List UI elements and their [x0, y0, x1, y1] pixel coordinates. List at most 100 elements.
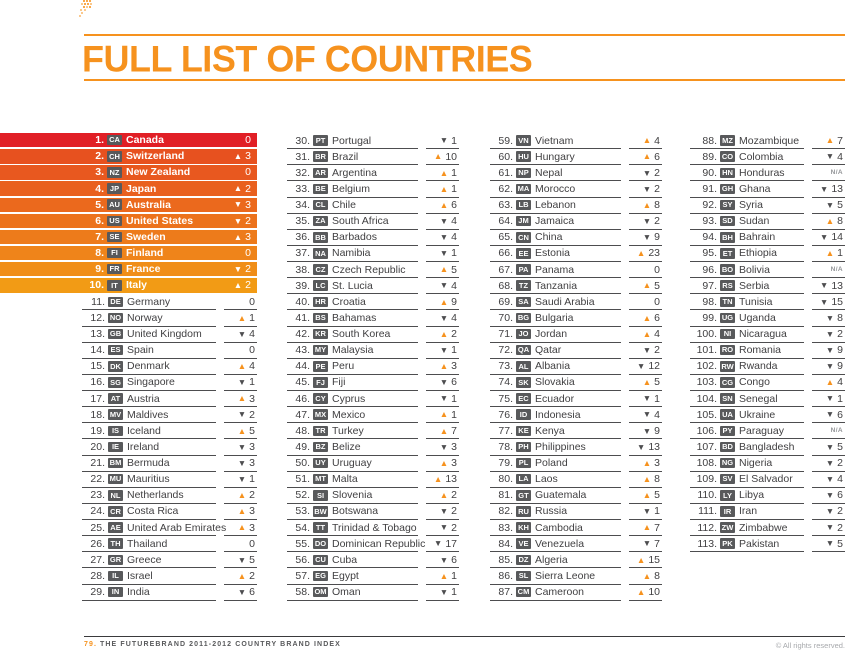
country-code-badge: MU [108, 473, 123, 485]
country-row: 30. PT Portugal ▼ 1 [287, 133, 459, 150]
country-row: 70. BG Bulgaria ▲ 6 [490, 310, 662, 327]
country-name: Sierra Leone [535, 569, 596, 582]
rank-up-icon: ▲ [233, 231, 243, 242]
rank-change-cell: ▲ 7 [426, 423, 459, 440]
rank-change-cell: N/A [812, 423, 845, 440]
rank-down-icon: ▼ [636, 361, 646, 372]
rank-number: 49. [295, 440, 310, 453]
country-row: 33. BE Belgium ▲ 1 [287, 181, 459, 198]
country-name: Tunisia [739, 295, 773, 308]
rank-down-icon: ▼ [825, 457, 835, 468]
country-code-badge: TZ [516, 280, 531, 291]
rank-change-value: 3 [245, 230, 251, 243]
rank-change-cell: ▲ 2 [426, 488, 459, 504]
country-name: Canada [126, 134, 164, 147]
rank-change-value: 1 [451, 586, 457, 599]
country-row: 55. DO Dominican Republic ▼ 17 [287, 536, 459, 553]
country-name: Fiji [332, 376, 346, 389]
rank-change-value: 5 [654, 489, 660, 502]
country-row: 3. NZ New Zealand 0 [0, 165, 257, 180]
rank-change-value: 1 [451, 408, 457, 421]
rank-change-cell: ▲ 3 [224, 230, 257, 244]
rank-change-value: 5 [654, 376, 660, 389]
country-row: 10. IT Italy ▲ 2 [0, 278, 257, 293]
futurebrand-dots-icon [79, 0, 92, 17]
country-code-badge: SN [720, 393, 735, 404]
rank-change-cell: ▲ 6 [426, 198, 459, 214]
country-code-badge: PE [313, 361, 328, 372]
country-code-badge: CY [313, 393, 328, 404]
country-name: Guatemala [535, 489, 587, 502]
rank-change-cell: ▼ 2 [629, 214, 662, 230]
rank-up-icon: ▲ [642, 199, 652, 210]
rank-number: 58. [295, 586, 310, 599]
country-cell: 57. EG Egypt [287, 568, 418, 585]
country-cell: 60. HU Hungary [490, 149, 621, 166]
country-row: 112. ZW Zimbabwe ▼ 2 [690, 520, 845, 537]
country-code-badge: KH [516, 522, 531, 533]
rank-number: 41. [295, 311, 310, 324]
rank-number: 75. [498, 392, 513, 405]
country-code-badge: LY [720, 490, 735, 501]
country-code-badge: IE [108, 441, 123, 453]
rank-number: 35. [295, 215, 310, 228]
country-code-badge: TH [108, 538, 123, 549]
rank-number: 44. [295, 360, 310, 373]
rank-up-icon: ▲ [636, 554, 646, 565]
country-cell: 36. BB Barbados [287, 230, 418, 246]
country-code-badge: BG [516, 312, 531, 324]
country-name: Algeria [535, 553, 568, 566]
rank-down-icon: ▼ [439, 586, 449, 597]
country-cell: 19. IS Iceland [82, 423, 216, 440]
country-row: 91. GH Ghana ▼ 13 [690, 181, 845, 198]
rank-change-cell: ▼ 13 [812, 278, 845, 295]
country-cell: 48. TR Turkey [287, 423, 418, 440]
rank-change-cell: ▼ 1 [629, 504, 662, 520]
rank-down-icon: ▼ [439, 441, 449, 452]
rank-change-cell: ▼ 4 [426, 230, 459, 246]
rank-change-cell: ▼ 1 [426, 343, 459, 359]
country-code-badge: AT [108, 393, 123, 404]
country-row: 103. CG Congo ▲ 4 [690, 375, 845, 391]
rank-change-value: 9 [837, 344, 843, 357]
rank-change-cell: ▲ 5 [426, 262, 459, 279]
country-code-badge: UA [720, 409, 735, 420]
country-cell: 102. RW Rwanda [690, 359, 804, 375]
rank-change-cell: ▼ 4 [426, 310, 459, 327]
rank-change-value: 3 [245, 198, 251, 211]
country-name: Thailand [127, 537, 168, 550]
country-name: Venezuela [535, 537, 585, 550]
page-title: FULL LIST OF COUNTRIES [82, 37, 533, 80]
country-row: 40. HR Croatia ▲ 9 [287, 294, 459, 311]
rank-number: 102. [696, 360, 717, 373]
country-cell: 79. PL Poland [490, 456, 621, 472]
country-code-badge: FJ [313, 377, 328, 388]
country-cell: 69. SA Saudi Arabia [490, 294, 621, 311]
rank-down-icon: ▼ [237, 409, 247, 420]
rank-change-value: 0 [245, 247, 251, 260]
rank-change-value: 2 [654, 166, 660, 179]
rank-change-value: 2 [654, 215, 660, 228]
country-name: Botswana [332, 505, 379, 518]
country-code-badge: CA [107, 134, 122, 146]
rank-change-cell: ▼ 2 [224, 214, 257, 228]
rank-change-value: 12 [648, 360, 660, 373]
rank-down-icon: ▼ [825, 441, 835, 452]
country-code-badge: BE [313, 183, 328, 195]
country-code-badge: SV [720, 473, 735, 485]
country-code-badge: BW [313, 506, 328, 517]
rank-change-value: 1 [451, 166, 457, 179]
country-cell: 87. CM Cameroon [490, 585, 621, 601]
country-name: Serbia [739, 279, 770, 292]
rank-change-value: 10 [445, 150, 457, 163]
country-row: 61. NP Nepal ▼ 2 [490, 165, 662, 182]
country-cell: 70. BG Bulgaria [490, 310, 621, 327]
country-cell: 108. NG Nigeria [690, 456, 804, 472]
rank-change-cell: ▼ 2 [812, 456, 845, 472]
rank-change-value: 1 [249, 473, 255, 486]
country-name: South Africa [332, 215, 389, 228]
country-name: Mexico [332, 408, 366, 421]
rank-down-icon: ▼ [642, 506, 652, 517]
country-name: Dominican Republic [332, 537, 426, 550]
rank-change-value: 4 [654, 328, 660, 341]
